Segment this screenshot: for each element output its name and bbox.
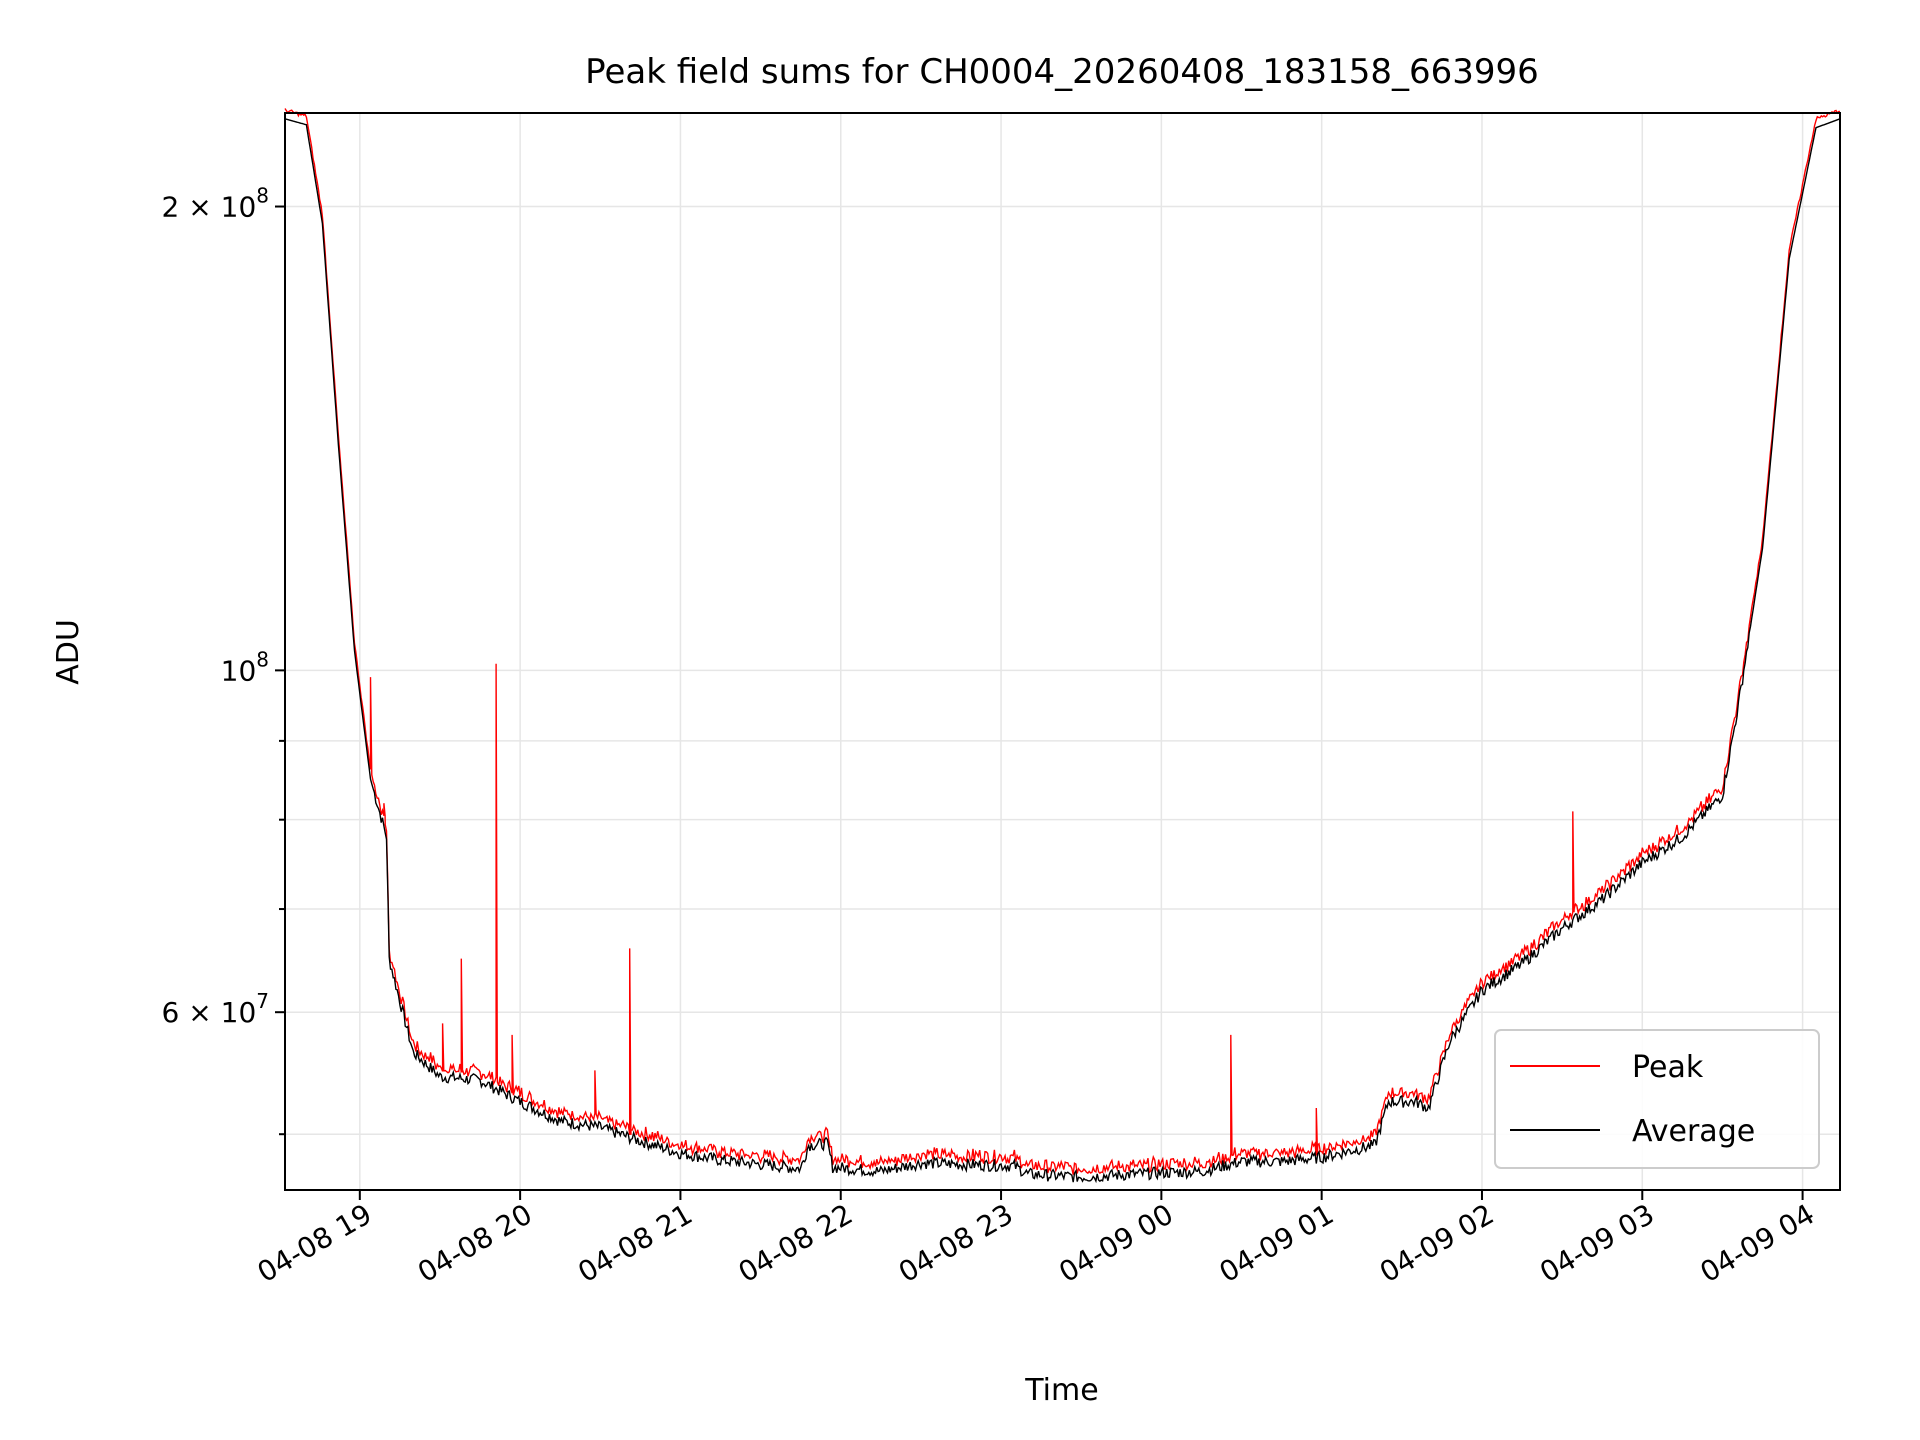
legend-label-peak: Peak [1632,1050,1704,1085]
y-tick-label: 6 × 107 [162,989,269,1029]
y-tick-label: 108 [221,647,269,687]
y-axis-label: ADU [51,619,86,685]
plot-frame [284,112,1841,1191]
plot-area [284,108,1841,1184]
x-tick-label: 04-09 04 [1695,1197,1821,1289]
series-line-peak [284,108,1841,1175]
x-tick-label: 04-08 23 [893,1197,1019,1289]
x-axis: 04-08 19 04-08 20 04-08 21 04-08 22 04-08 23… [252,1190,1820,1289]
legend: Peak Average [1494,1029,1820,1169]
series-line-average [284,118,1841,1184]
x-tick-label: 04-08 20 [412,1197,538,1289]
y-tick-label: 2 × 108 [162,184,269,224]
y-axis: 6 × 107 108 2 × 108 [162,184,285,1136]
legend-box [1494,1029,1820,1169]
x-tick-label: 04-08 19 [252,1197,378,1289]
x-tick-label: 04-08 21 [572,1197,698,1289]
chart-title: Peak field sums for CH0004_20260408_1831… [585,52,1539,92]
x-tick-label: 04-09 02 [1374,1197,1500,1289]
legend-label-average: Average [1632,1114,1755,1149]
x-axis-label: Time [1024,1373,1098,1408]
grid [285,113,1840,1190]
x-tick-label: 04-08 22 [733,1197,859,1289]
x-tick-label: 04-09 03 [1534,1197,1660,1289]
x-tick-label: 04-09 01 [1214,1197,1340,1289]
x-tick-label: 04-09 00 [1053,1197,1179,1289]
